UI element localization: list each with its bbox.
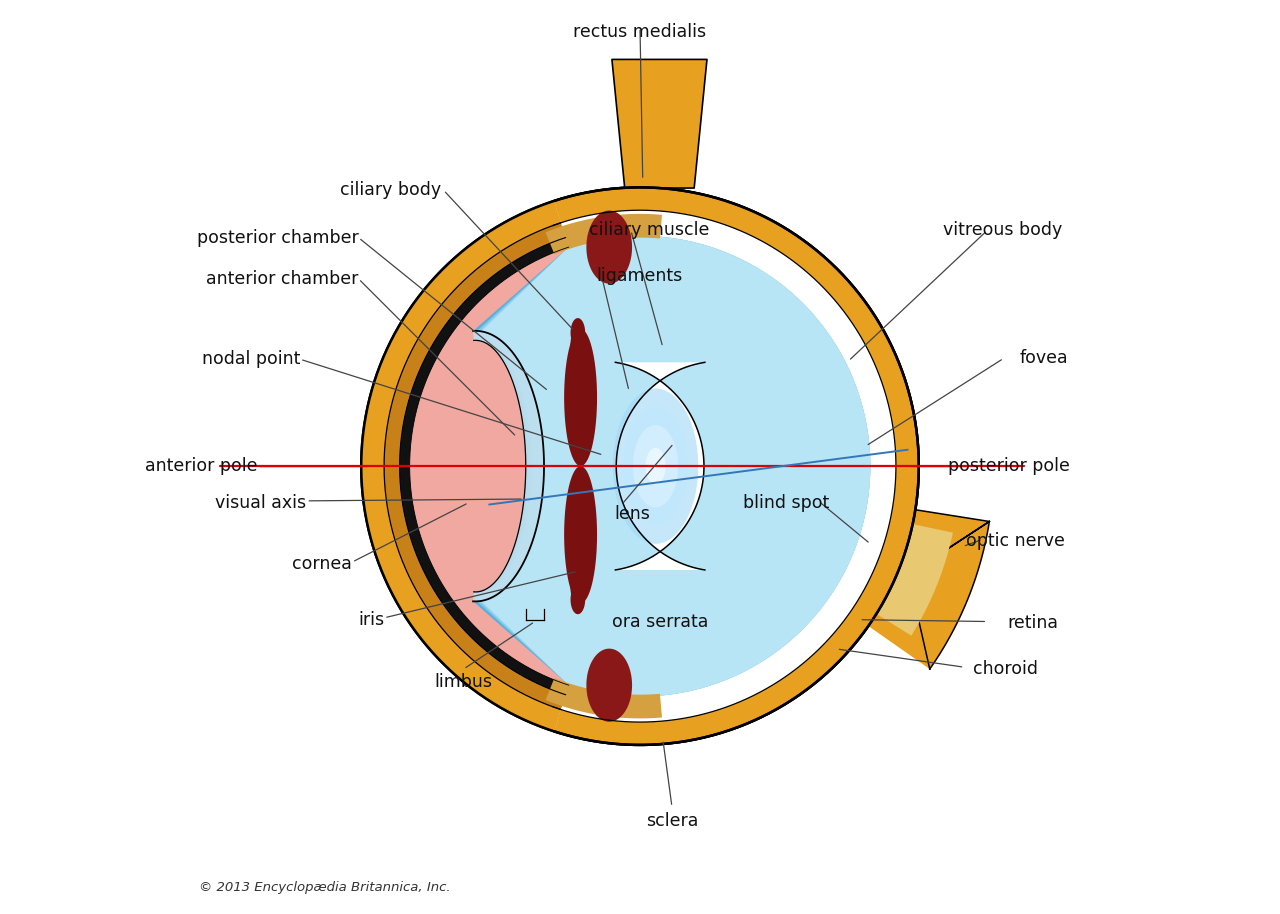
Polygon shape [399, 238, 568, 695]
Polygon shape [545, 214, 662, 254]
Polygon shape [554, 187, 919, 745]
Polygon shape [586, 210, 632, 283]
Polygon shape [361, 187, 919, 745]
Polygon shape [474, 236, 870, 696]
Polygon shape [564, 466, 596, 603]
Text: limbus: limbus [435, 673, 493, 691]
Text: optic nerve: optic nerve [966, 532, 1065, 550]
Text: ligaments: ligaments [596, 267, 684, 285]
Text: visual axis: visual axis [215, 494, 306, 512]
Text: choroid: choroid [973, 660, 1038, 678]
Polygon shape [571, 318, 585, 347]
Text: ciliary muscle: ciliary muscle [589, 221, 709, 239]
Polygon shape [474, 236, 870, 696]
Polygon shape [861, 520, 952, 635]
Polygon shape [474, 236, 870, 696]
Polygon shape [561, 210, 896, 722]
Polygon shape [410, 236, 870, 696]
Text: nodal point: nodal point [202, 350, 300, 368]
Polygon shape [568, 235, 872, 697]
Polygon shape [384, 223, 566, 709]
Text: © 2013 Encyclopædia Britannica, Inc.: © 2013 Encyclopædia Britannica, Inc. [200, 881, 451, 894]
Polygon shape [399, 226, 881, 707]
Polygon shape [545, 678, 662, 718]
Polygon shape [623, 407, 689, 526]
Polygon shape [616, 362, 705, 570]
Text: retina: retina [1007, 614, 1059, 632]
Polygon shape [564, 329, 596, 466]
Polygon shape [850, 506, 989, 669]
Text: sclera: sclera [646, 812, 698, 830]
Text: iris: iris [358, 611, 384, 629]
Text: blind spot: blind spot [744, 494, 829, 512]
Polygon shape [571, 329, 585, 358]
Polygon shape [474, 236, 870, 696]
Polygon shape [554, 188, 918, 744]
Text: vitreous body: vitreous body [943, 221, 1062, 239]
Polygon shape [410, 236, 870, 696]
Text: posterior chamber: posterior chamber [197, 228, 358, 247]
Polygon shape [474, 236, 870, 696]
Polygon shape [815, 512, 864, 585]
Polygon shape [612, 59, 707, 188]
Text: fovea: fovea [1019, 349, 1068, 367]
Polygon shape [613, 388, 699, 544]
Polygon shape [361, 201, 561, 731]
Polygon shape [571, 574, 585, 603]
Text: ora serrata: ora serrata [612, 612, 708, 631]
Text: rectus medialis: rectus medialis [573, 23, 707, 41]
Text: cornea: cornea [292, 555, 352, 573]
Text: posterior pole: posterior pole [947, 457, 1070, 475]
Text: lens: lens [614, 505, 650, 523]
Polygon shape [474, 331, 544, 601]
Text: anterior pole: anterior pole [146, 457, 259, 475]
Polygon shape [571, 585, 585, 614]
Polygon shape [632, 425, 678, 507]
Text: anterior chamber: anterior chamber [206, 270, 358, 288]
Polygon shape [645, 448, 666, 484]
Polygon shape [586, 649, 632, 722]
Text: ciliary body: ciliary body [339, 181, 440, 199]
Polygon shape [384, 210, 896, 722]
